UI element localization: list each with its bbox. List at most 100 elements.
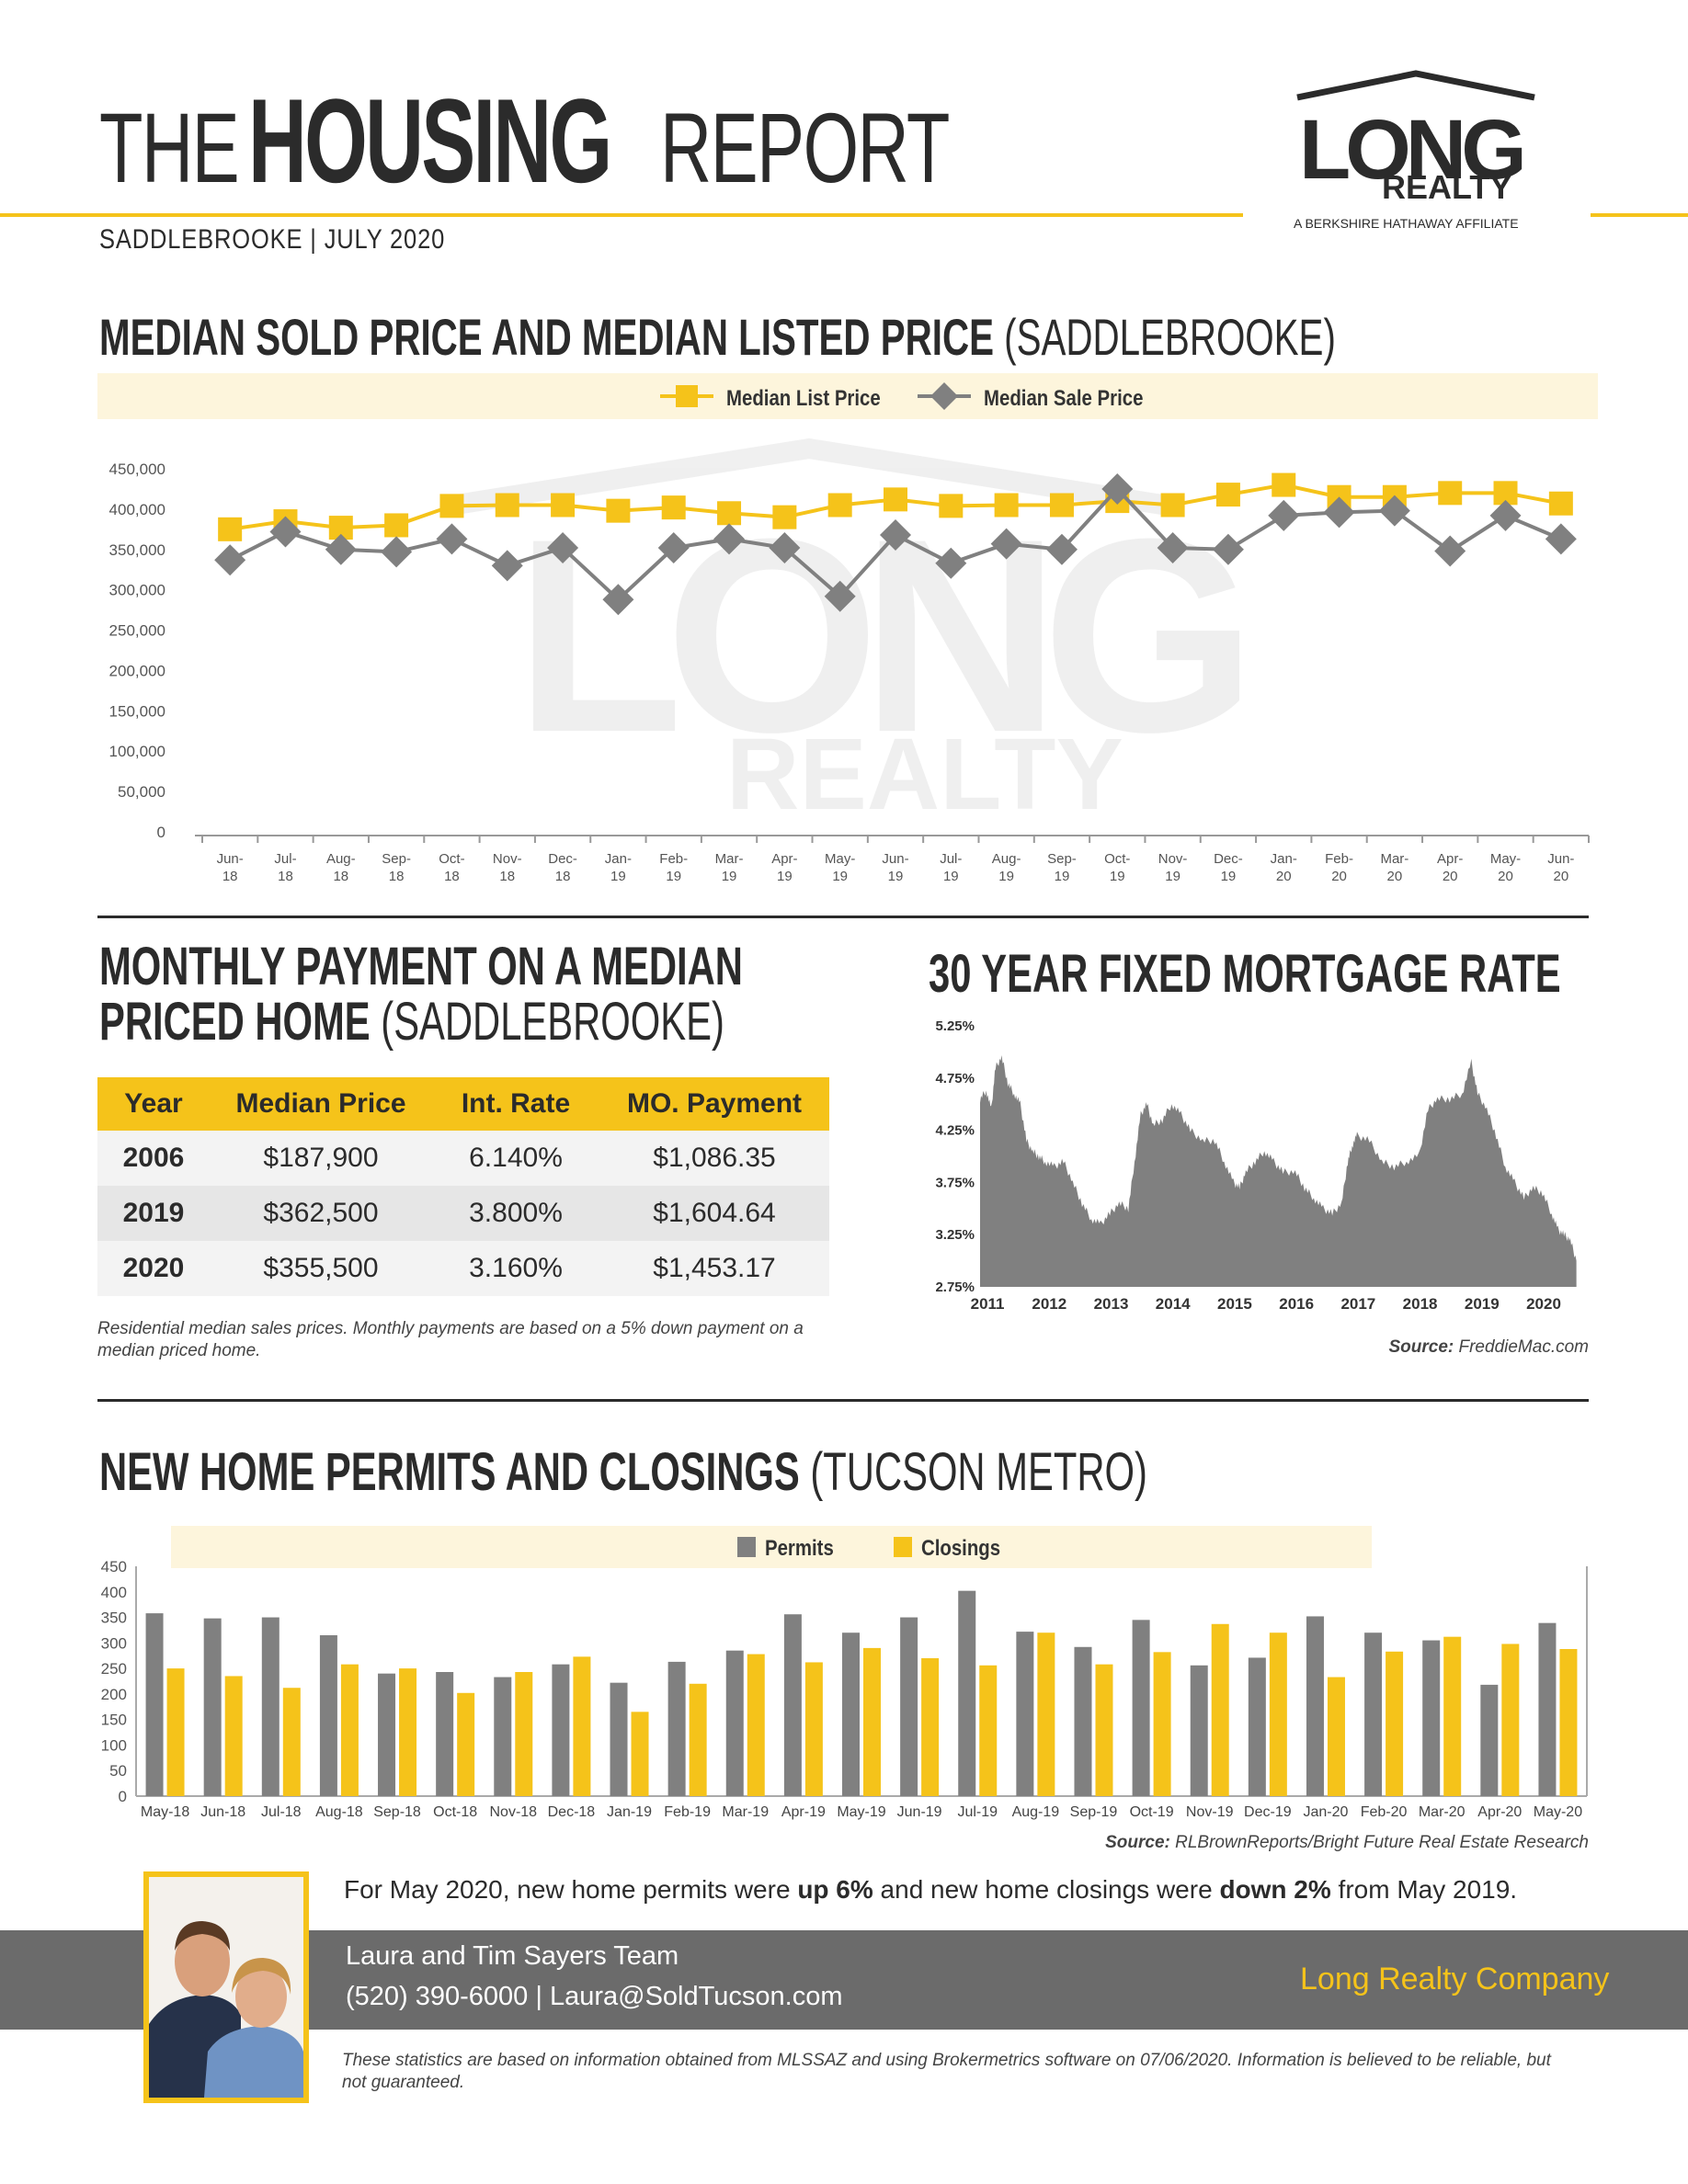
x-tick-label: Jun- [1547,851,1574,867]
x-tick-label: Mar- [715,851,744,867]
x-tick-label: 19 [1110,869,1125,884]
x-tick-label: May-20 [1534,1804,1582,1820]
x-tick-label: May- [825,851,855,867]
list-price-point [1049,493,1074,518]
sale-price-point [381,536,413,568]
sale-price-point [1045,533,1078,565]
y-tick-label: 350,000 [109,541,165,559]
y-tick-label: 4.25% [935,1123,975,1139]
x-tick-label: 2011 [971,1295,1005,1313]
x-tick-label: Feb-20 [1361,1804,1408,1820]
x-tick-label: Sep- [1047,851,1077,867]
x-tick-label: Dec- [548,851,577,867]
x-tick-label: Jan-20 [1303,1804,1348,1820]
y-tick-label: 3.25% [935,1227,975,1243]
list-price-point [1548,491,1573,516]
sale-price-point [1268,499,1300,531]
section2-title: MONTHLY PAYMENT ON A MEDIAN PRICED HOME … [99,939,743,1050]
closings-bar [1386,1651,1404,1796]
x-tick-label: Apr-20 [1477,1804,1522,1820]
y-tick-label: 3.75% [935,1175,975,1190]
x-tick-label: Jun- [217,851,244,867]
list-price-point [495,493,519,518]
list-price-point [827,493,852,518]
sale-price-point [1378,495,1410,527]
list-price-point [551,493,576,518]
list-price-point [218,517,243,541]
sale-price-point [935,547,967,579]
closings-bar [631,1712,649,1796]
x-tick-label: 18 [389,869,405,884]
logo-long: LONG [1299,103,1522,197]
closings-bar [1559,1649,1578,1796]
sale-price-point [769,532,801,564]
table-row: 2020 $355,500 3.160% $1,453.17 [97,1241,829,1296]
permits-bar [1016,1632,1034,1796]
closings-bar [979,1665,998,1796]
statement-pre: For May 2020, new home permits were [344,1875,798,1904]
title-underline [0,213,1243,217]
x-tick-label: Jan- [605,851,632,867]
x-tick-label: May-18 [141,1804,189,1820]
closings-bar [689,1683,707,1796]
sale-price-point [1101,472,1134,505]
y-tick-label: 50 [109,1762,127,1780]
section2-title-bold: PRICED HOME [99,992,371,1052]
x-tick-label: Jun-19 [897,1804,942,1820]
title-underline-right [1591,213,1688,217]
list-price-point [661,495,686,520]
cell-price: $355,500 [210,1241,432,1296]
source-label: Source: [1388,1337,1454,1357]
permits-bar [1306,1616,1324,1796]
x-tick-label: 2013 [1094,1295,1129,1313]
x-tick-label: Feb- [1325,851,1353,867]
cell-rate: 6.140% [432,1131,599,1186]
x-tick-label: Nov-19 [1186,1804,1234,1820]
x-tick-label: Aug- [992,851,1021,867]
x-tick-label: 18 [222,869,238,884]
list-price-point [1438,481,1463,506]
sale-price-point [602,584,634,616]
section2-title-line1: MONTHLY PAYMENT ON A MEDIAN [99,937,743,996]
x-tick-label: Mar- [1380,851,1409,867]
x-tick-label: Oct-19 [1130,1804,1174,1820]
x-tick-label: Aug-19 [1012,1804,1060,1820]
statement-up: up 6% [797,1875,873,1904]
list-price-point [884,487,907,512]
closings-bar [1211,1623,1229,1796]
x-tick-label: Jan- [1271,851,1297,867]
x-tick-label: 20 [1276,869,1292,884]
sale-price-point [325,533,357,565]
permits-bar [1190,1665,1208,1796]
permits-bar [900,1617,918,1796]
x-tick-label: Sep- [382,851,411,867]
section2-title-light: (SADDLEBROOKE) [381,992,724,1052]
report-title: THEHOUSING REPORT [99,72,1061,210]
section4-title: NEW HOME PERMITS AND CLOSINGS (TUCSON ME… [99,1441,1147,1503]
sale-price-point [436,523,468,555]
cell-payment: $1,453.17 [599,1241,829,1296]
agent-name: Laura and Tim Sayers Team [346,1941,679,1971]
legend-swatch [894,1537,912,1557]
closings-bar [1095,1664,1113,1796]
sale-price-point [547,532,579,564]
disclaimer: These statistics are based on informatio… [342,2051,1551,2092]
closings-bar [282,1688,301,1796]
x-tick-label: Apr-19 [781,1804,826,1820]
x-tick-label: 18 [278,869,293,884]
permits-bar [783,1614,802,1796]
x-tick-label: 18 [444,869,460,884]
x-tick-label: Nov- [493,851,522,867]
x-tick-label: 18 [499,869,515,884]
x-tick-label: 20 [1387,869,1403,884]
x-tick-label: Aug-18 [315,1804,363,1820]
x-tick-label: 18 [555,869,571,884]
title-housing: HOUSING [248,74,612,208]
section-divider-2 [97,1399,1589,1402]
cell-price: $187,900 [210,1131,432,1186]
legend-label: Median List Price [726,385,881,410]
source-label: Source: [1105,1833,1170,1852]
permits-bar [145,1613,164,1796]
cell-price: $362,500 [210,1186,432,1241]
closings-bar [1327,1677,1345,1796]
